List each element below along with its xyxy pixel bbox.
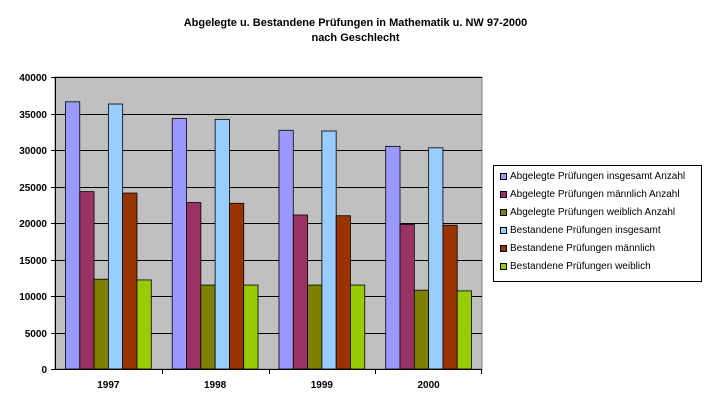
bar bbox=[136, 279, 152, 370]
legend-label: Bestandene Prüfungen weiblich bbox=[510, 261, 651, 272]
bar bbox=[321, 130, 337, 370]
bar bbox=[229, 202, 245, 370]
legend-label: Abgelegte Prüfungen männlich Anzahl bbox=[510, 189, 680, 200]
x-tick-label: 2000 bbox=[418, 380, 441, 391]
bar bbox=[278, 129, 294, 370]
y-tick-label: 40000 bbox=[19, 73, 47, 84]
legend-swatch bbox=[500, 173, 507, 180]
bar bbox=[292, 214, 308, 370]
y-tick-label: 20000 bbox=[19, 219, 47, 230]
bar bbox=[171, 118, 187, 370]
bar bbox=[107, 103, 124, 370]
legend-swatch bbox=[500, 227, 507, 234]
legend-swatch bbox=[500, 209, 507, 216]
bar bbox=[186, 202, 202, 370]
bar bbox=[399, 224, 415, 370]
bar bbox=[243, 284, 259, 370]
x-tick-label: 1998 bbox=[204, 380, 227, 391]
bar bbox=[335, 215, 351, 370]
bar bbox=[385, 145, 401, 370]
bar bbox=[456, 290, 472, 370]
bar bbox=[200, 284, 216, 370]
y-tick-label: 15000 bbox=[19, 256, 47, 267]
chart-subtitle: nach Geschlecht bbox=[311, 32, 400, 44]
legend-label: Bestandene Prüfungen männlich bbox=[510, 243, 656, 254]
legend-label: Bestandene Prüfungen insgesamt bbox=[510, 225, 661, 236]
legend-swatch bbox=[500, 245, 507, 252]
legend-label: Abgelegte Prüfungen weiblich Anzahl bbox=[510, 207, 676, 218]
bar bbox=[214, 118, 230, 370]
legend-label: Abgelegte Prüfungen insgesamt Anzahl bbox=[510, 171, 686, 182]
y-tick-label: 30000 bbox=[19, 146, 47, 157]
bar bbox=[413, 289, 430, 370]
y-tick-label: 0 bbox=[41, 365, 47, 376]
x-tick-label: 1997 bbox=[97, 380, 120, 391]
bar bbox=[307, 284, 323, 370]
legend-swatch bbox=[500, 191, 507, 198]
bar bbox=[79, 191, 95, 370]
legend-swatch bbox=[500, 263, 507, 270]
y-tick-label: 5000 bbox=[25, 329, 48, 340]
bar bbox=[122, 192, 138, 370]
bar bbox=[93, 278, 109, 370]
chart-legend: Abgelegte Prüfungen insgesamt Anzahl Abg… bbox=[493, 165, 702, 282]
y-tick-label: 25000 bbox=[19, 183, 47, 194]
bar bbox=[65, 101, 81, 370]
chart-title: Abgelegte u. Bestandene Prüfungen in Mat… bbox=[183, 17, 528, 29]
bar bbox=[350, 284, 366, 370]
bar bbox=[428, 147, 444, 370]
x-tick-label: 1999 bbox=[311, 380, 334, 391]
y-tick-label: 10000 bbox=[19, 292, 47, 303]
y-tick-label: 35000 bbox=[19, 110, 47, 121]
bar bbox=[442, 224, 458, 370]
